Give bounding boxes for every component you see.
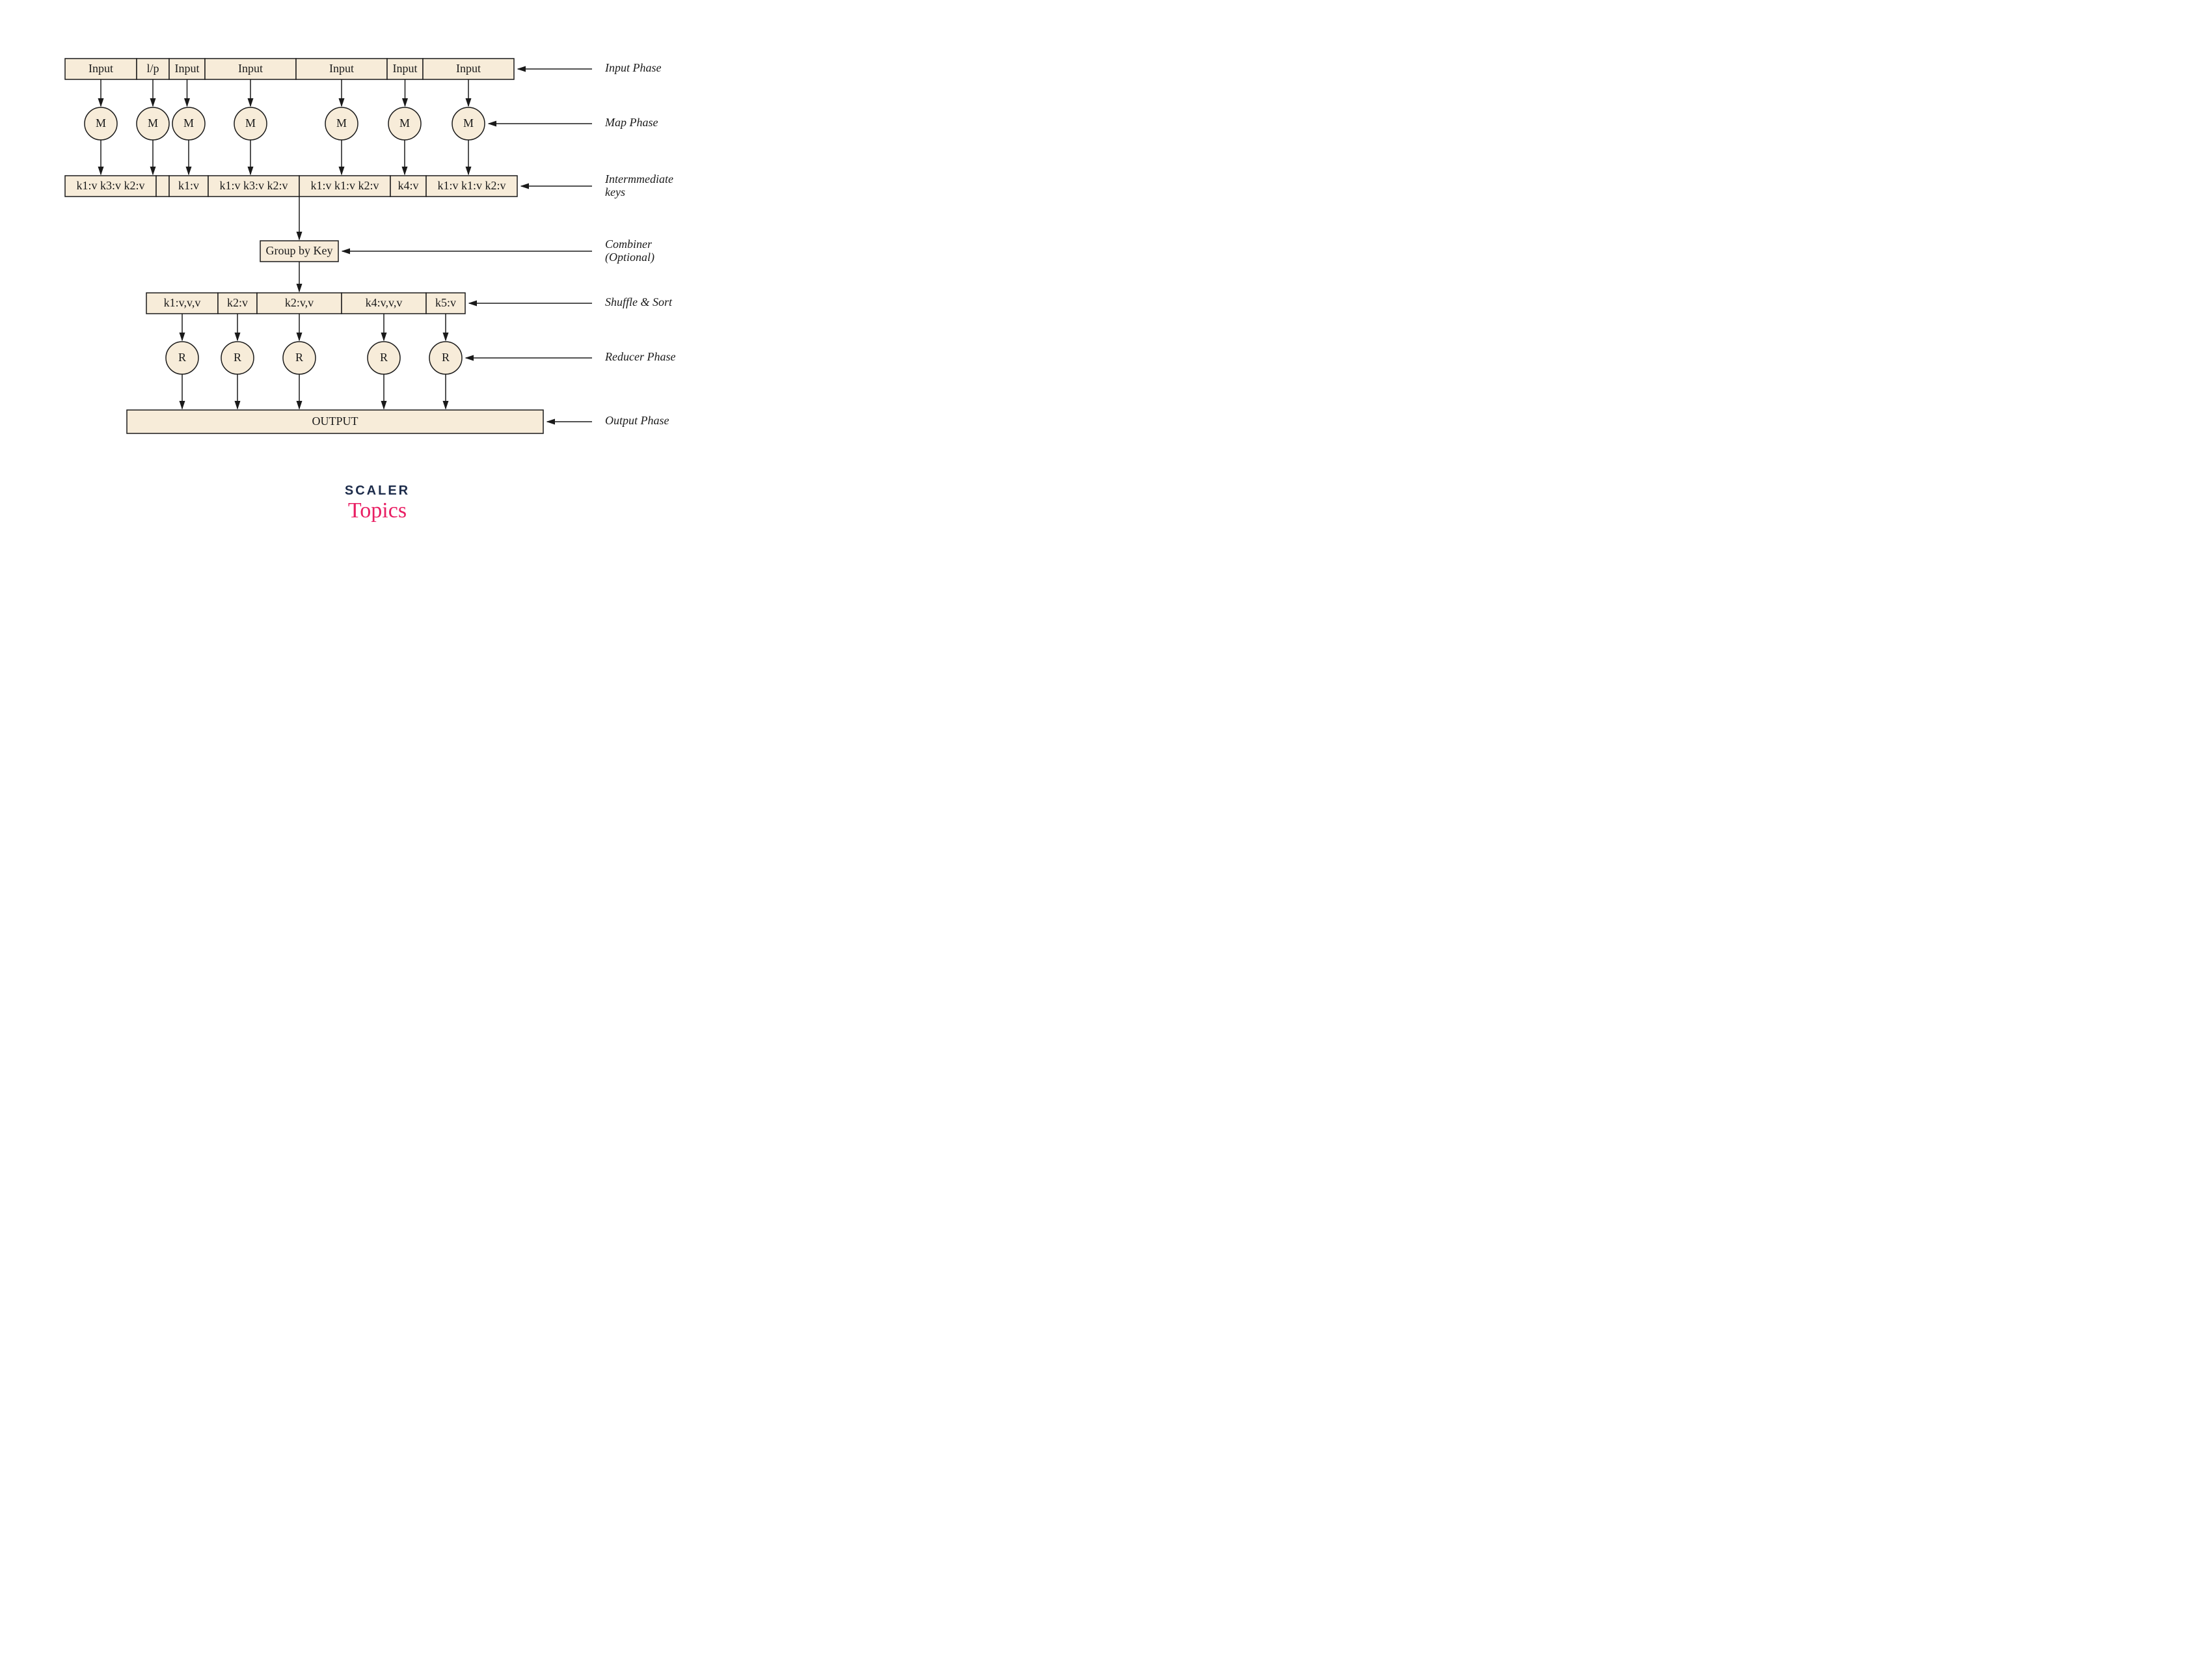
shuffle-cell-text-0: k1:v,v,v [164,296,201,309]
reduce-node-text-4: R [442,351,450,364]
input-cell-text-6: Input [456,62,481,75]
input-cell-text-4: Input [329,62,354,75]
reduce-node-text-3: R [380,351,388,364]
inter-cell-text-5: k4:v [398,179,418,192]
shuffle-cell-text-4: k5:v [435,296,456,309]
phase-label-combiner-0: Combiner [605,238,653,251]
map-node-text-3: M [245,116,256,130]
map-node-text-6: M [463,116,474,130]
phase-label-shuffle-0: Shuffle & Sort [605,295,673,308]
map-node-text-2: M [183,116,194,130]
map-node-text-0: M [96,116,106,130]
logo-scaler: SCALER [345,484,410,498]
logo-topics: Topics [348,498,407,523]
phase-label-reducer-0: Reducer Phase [604,350,675,363]
input-cell-text-0: Input [88,62,113,75]
input-cell-text-1: l/p [146,62,159,75]
map-node-text-5: M [399,116,410,130]
shuffle-cell-text-3: k4:v,v,v [366,296,403,309]
shuffle-cell-text-2: k2:v,v [285,296,314,309]
map-node-text-4: M [336,116,347,130]
reduce-node-text-1: R [234,351,241,364]
phase-label-map-0: Map Phase [604,116,658,129]
inter-cell-text-2: k1:v [178,179,199,192]
shuffle-cell-text-1: k2:v [227,296,248,309]
phase-label-combiner-1: (Optional) [605,251,654,264]
input-cell-text-5: Input [393,62,418,75]
map-node-text-1: M [148,116,158,130]
output-text: OUTPUT [312,415,358,428]
phase-label-output-0: Output Phase [605,414,669,427]
phase-label-intermediate-1: keys [605,185,625,198]
inter-cell-text-0: k1:v k3:v k2:v [76,179,144,192]
phase-label-intermediate-0: Intermmediate [604,172,673,185]
groupby-text: Group by Key [266,244,333,257]
mapreduce-diagram: Input l/p Input Input Input Input Input M M M M M M M… [0,0,811,616]
inter-cell-text-6: k1:v k1:v k2:v [437,179,506,192]
input-cell-text-3: Input [238,62,263,75]
inter-cell-text-3: k1:v k3:v k2:v [219,179,288,192]
phase-label-input-0: Input Phase [604,61,661,74]
reduce-node-text-0: R [178,351,186,364]
inter-cell-text-4: k1:v k1:v k2:v [310,179,379,192]
reduce-node-text-2: R [295,351,303,364]
input-cell-text-2: Input [175,62,200,75]
inter-cell-1 [156,176,169,197]
